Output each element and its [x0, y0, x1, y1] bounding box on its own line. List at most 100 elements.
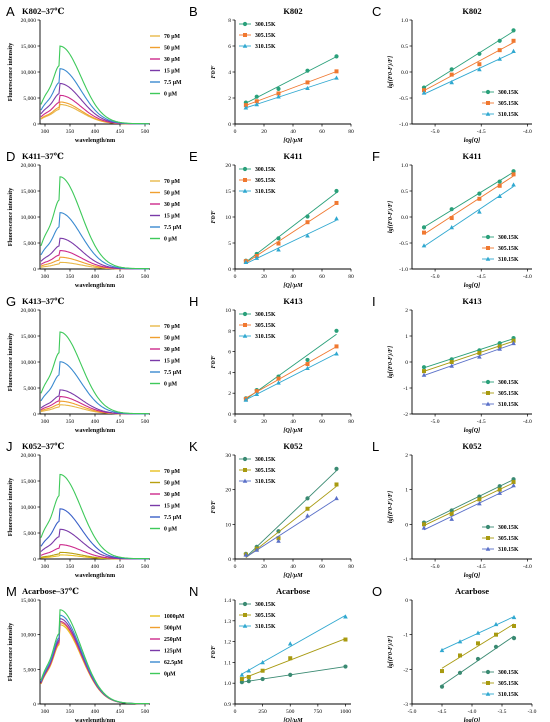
y-tick-label: 0.9	[224, 702, 231, 708]
x-tick-label: 400	[91, 564, 100, 570]
y-tick-label: 10,000	[21, 360, 37, 366]
fit-line-1	[245, 346, 337, 399]
legend-label: 305.15K	[255, 468, 276, 474]
x-tick-label: 300	[41, 419, 50, 425]
data-point	[246, 668, 252, 673]
series-2-points	[439, 614, 517, 653]
data-point	[334, 69, 339, 74]
panel-m: M Acarbose–37℃ 300 350 400 450 500 0 5,000 10,000…	[6, 584, 185, 722]
data-point	[305, 214, 310, 219]
data-point	[422, 88, 426, 93]
legend-label: 50 μM	[164, 481, 181, 487]
series-2-points	[421, 182, 516, 248]
data-point	[276, 236, 281, 241]
legend-label: 50 μM	[164, 46, 181, 52]
y-tick-label: 15	[225, 189, 231, 195]
legend: 300.15K 305.15K 310.15K	[482, 379, 519, 408]
legend-marker	[242, 166, 248, 172]
legend-label: 0 μM	[164, 382, 178, 388]
y-tick-label: 4	[228, 70, 231, 76]
y-tick-label: 2	[228, 96, 231, 102]
series-1-points	[440, 624, 516, 674]
data-point	[511, 48, 516, 53]
x-tick-label: 0	[234, 419, 237, 425]
panel-o: O Acarbose -5.0 -4.5 -4.0 -3.5 -3.0 -3 -2 -1 0 log[…	[372, 584, 537, 722]
data-point	[449, 363, 454, 368]
x-tick-label: 350	[66, 709, 75, 715]
data-point	[246, 679, 251, 684]
x-tick-label: 80	[348, 129, 354, 135]
x-axis-label: [Q]/μM	[283, 282, 303, 289]
legend-label: 0 μM	[164, 92, 178, 98]
y-tick-label: 0	[228, 412, 231, 418]
data-point	[497, 341, 502, 346]
y-tick-label: -1	[403, 386, 408, 392]
y-tick-label: 0	[228, 267, 231, 273]
legend-label: 70 μM	[164, 34, 181, 40]
data-point	[305, 496, 310, 501]
axes: -5.0 -4.5 -4.0 -1.0 -0.5 0.0 0.5 1.0	[399, 163, 532, 280]
x-tick-label: -4.5	[438, 709, 447, 715]
x-tick-label: -4.5	[477, 564, 486, 570]
chart-title: K802	[462, 6, 481, 16]
legend-marker	[242, 601, 248, 607]
y-tick-label: 0	[405, 598, 408, 604]
chart-title: Acarbose	[276, 586, 310, 596]
y-tick-label: 0	[405, 360, 408, 366]
panel-letter: B	[189, 4, 198, 19]
legend-label: 7.5 μM	[164, 515, 182, 521]
data-point	[497, 487, 502, 492]
legend-label: 7.5 μM	[164, 225, 182, 231]
data-point	[449, 72, 454, 77]
x-axis-label: log[Q]	[464, 137, 481, 144]
y-tick-label: 5	[228, 241, 231, 247]
y-tick-label: 0	[33, 557, 36, 563]
y-tick-label: 6	[228, 44, 231, 50]
legend-marker	[485, 111, 491, 116]
data-point	[449, 207, 454, 212]
spectrum-line-5	[40, 473, 149, 560]
x-axis-label: wavelength/nm	[75, 717, 116, 722]
data-point	[449, 67, 454, 72]
y-tick-label: 10	[225, 522, 231, 528]
series-1-points	[422, 480, 516, 527]
y-tick-label: 20	[225, 488, 231, 494]
fit-line-2	[245, 498, 337, 558]
panel-b: B K802 0 20 40 60 80 0 2 4 6 8 [Q]/μM F0/F 300.15K 305.…	[189, 4, 354, 144]
x-tick-label: -5.0	[431, 419, 440, 425]
chart-title: K052	[283, 441, 302, 451]
data-point	[260, 660, 265, 665]
x-tick-label: 450	[116, 564, 125, 570]
y-tick-label: 6	[228, 350, 231, 356]
y-tick-label: 0	[33, 412, 36, 418]
data-point	[334, 216, 339, 221]
data-point	[511, 338, 516, 343]
y-tick-label: 0	[33, 267, 36, 273]
data-point	[243, 397, 249, 402]
panel-letter: K	[189, 439, 198, 454]
y-tick-label: 1.0	[401, 18, 408, 24]
legend-marker	[485, 691, 491, 696]
x-tick-label: 500	[141, 564, 150, 570]
data-point	[305, 68, 310, 73]
x-tick-label: 300	[41, 709, 50, 715]
data-point	[334, 466, 339, 471]
legend: 1000μM 500μM 250μM 125μM 62.5μM 0μM	[150, 614, 185, 678]
series-0-points	[239, 664, 348, 685]
legend-label: 50 μM	[164, 336, 181, 342]
y-tick-label: 20,000	[21, 18, 37, 24]
legend-marker	[485, 524, 491, 530]
data-point	[422, 369, 426, 374]
fit-line-1	[245, 485, 337, 559]
x-tick-label: 400	[91, 274, 100, 280]
axes: 300 350 400 450 500 0 5,000 10,000 15,000 20,000	[21, 18, 150, 135]
legend-marker	[243, 468, 247, 472]
legend-label: 0 μM	[164, 527, 178, 533]
legend-label: 30 μM	[164, 202, 181, 208]
legend-label: 310.15K	[498, 402, 519, 408]
data-point	[477, 51, 482, 56]
legend-marker	[486, 101, 490, 105]
legend-marker	[486, 391, 490, 395]
